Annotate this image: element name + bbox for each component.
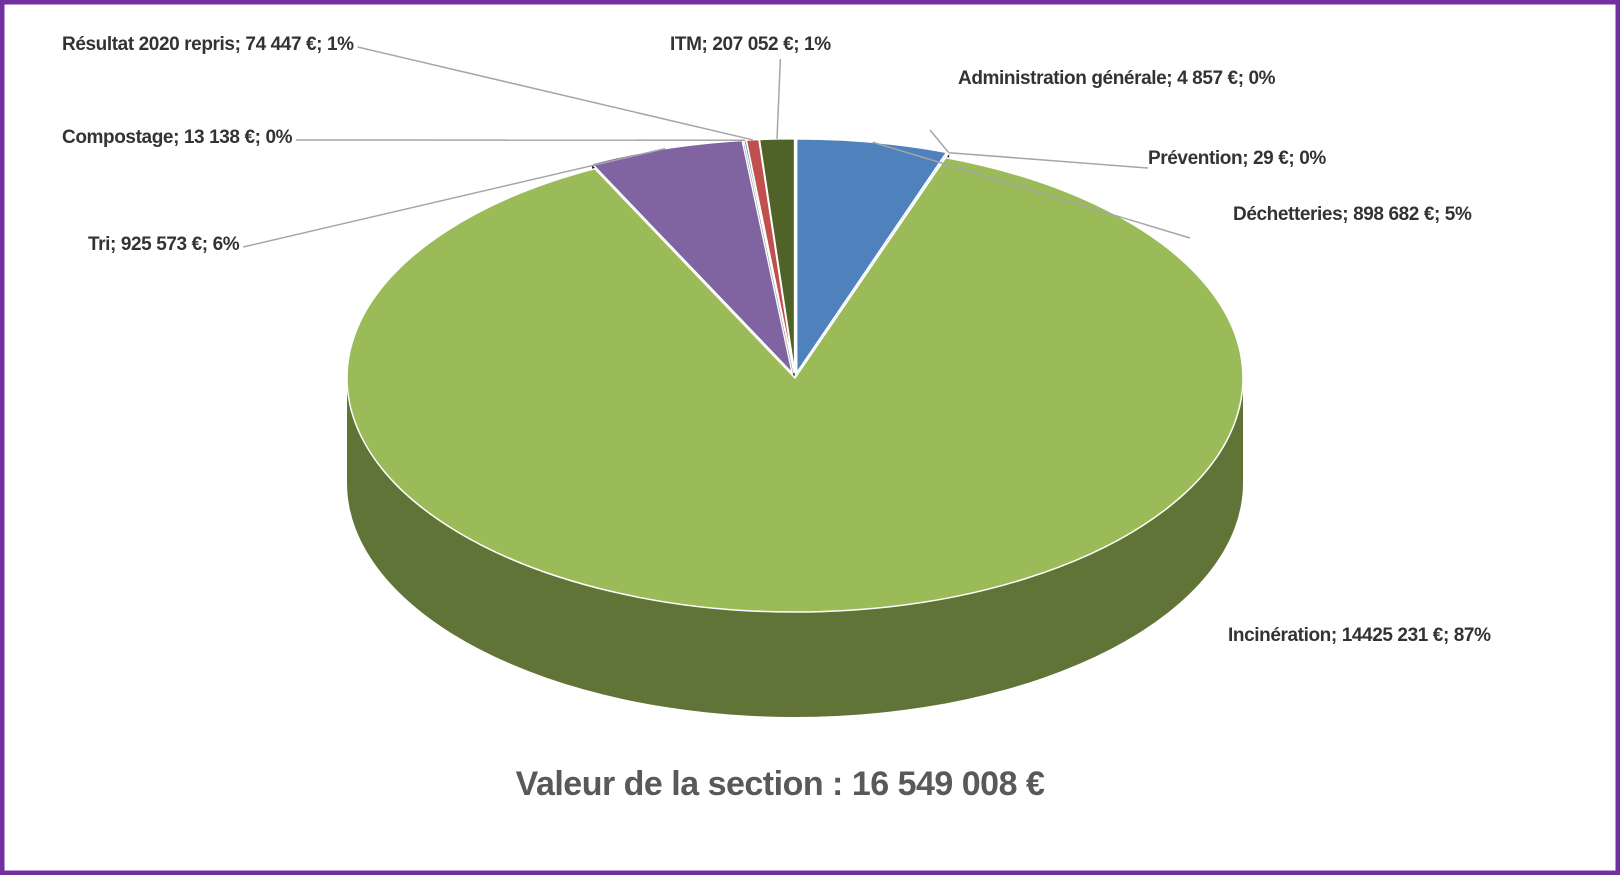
- data-label: Incinération; 14425 231 €; 87%: [1228, 625, 1491, 646]
- leader-line: [929, 129, 950, 154]
- label-category: Prévention: [1148, 148, 1242, 169]
- leader-line: [243, 147, 666, 248]
- label-category: Tri: [88, 234, 110, 255]
- leader-line: [776, 58, 782, 139]
- label-value: ; 74 447 €; 1%: [235, 34, 355, 55]
- leader-line: [872, 141, 1191, 239]
- label-category: Incinération: [1228, 625, 1331, 646]
- label-category: Résultat 2020 repris: [62, 34, 235, 55]
- label-value: ; 925 573 €; 6%: [110, 234, 240, 255]
- slice: [346, 156, 1244, 613]
- label-value: ; 29 €; 0%: [1242, 148, 1326, 169]
- data-label: Administration générale; 4 857 €; 0%: [958, 68, 1276, 89]
- data-label: Déchetteries; 898 682 €; 5%: [1233, 204, 1472, 225]
- label-value: ; 898 682 €; 5%: [1342, 204, 1472, 225]
- chart-title: Valeur de la section : 16 549 008 €: [516, 765, 1045, 803]
- label-category: Administration générale: [958, 68, 1166, 89]
- data-label: Tri; 925 573 €; 6%: [88, 234, 240, 255]
- pie: [346, 138, 1244, 717]
- data-label: Résultat 2020 repris; 74 447 €; 1%: [62, 34, 354, 55]
- data-label: Prévention; 29 €; 0%: [1148, 148, 1326, 169]
- label-category: Compostage: [62, 127, 173, 148]
- slice-side: [347, 378, 1243, 717]
- label-category: Déchetteries: [1233, 204, 1342, 225]
- data-label: Compostage; 13 138 €; 0%: [62, 127, 293, 148]
- label-category: ITM: [670, 34, 702, 55]
- slice: [795, 138, 948, 376]
- label-value: ; 4 857 €; 0%: [1166, 68, 1275, 89]
- leader-line: [357, 46, 753, 141]
- leader-line: [948, 151, 1149, 169]
- label-value: ; 207 052 €; 1%: [702, 34, 832, 55]
- label-value: ; 13 138 €; 0%: [173, 127, 293, 148]
- label-value: ; 14425 231 €; 87%: [1331, 625, 1491, 646]
- data-label: ITM; 207 052 €; 1%: [670, 34, 831, 55]
